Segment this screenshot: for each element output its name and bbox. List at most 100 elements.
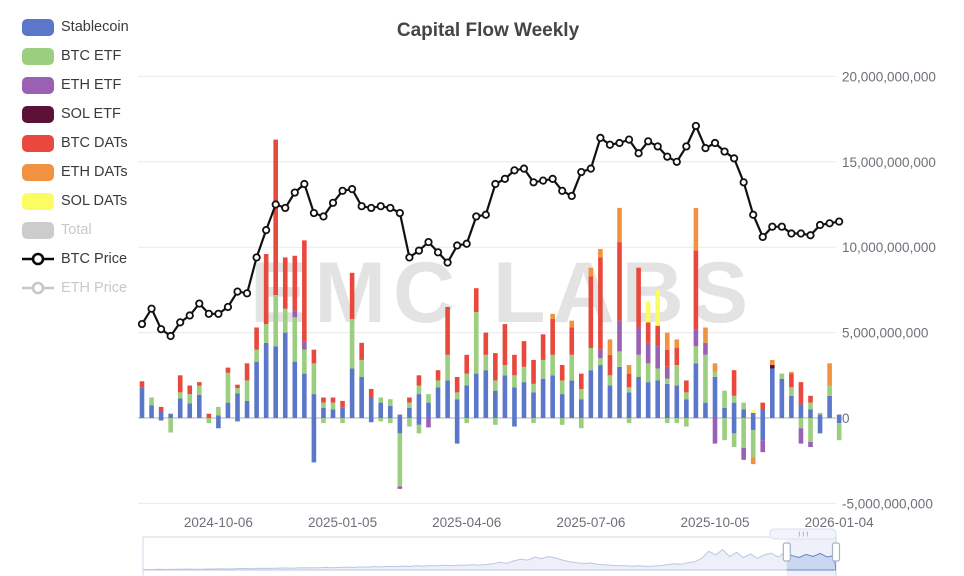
- bar-segment-btc_dats[interactable]: [598, 257, 603, 350]
- btc-price-marker[interactable]: [376, 202, 385, 211]
- bar-segment-btc_etf[interactable]: [426, 394, 431, 403]
- bar-segment-btc_etf[interactable]: [416, 385, 422, 395]
- bar-segment-btc_dats[interactable]: [292, 255, 298, 311]
- btc-price-marker[interactable]: [252, 253, 261, 262]
- bar-segment-btc_dats[interactable]: [139, 381, 145, 388]
- bar-segment-stablecoin[interactable]: [827, 395, 832, 418]
- bar-segment-eth_etf[interactable]: [712, 418, 718, 444]
- bar-segment-eth_etf[interactable]: [426, 418, 431, 428]
- bar-segment-btc_dats[interactable]: [464, 354, 469, 374]
- bar-segment-btc_etf[interactable]: [798, 418, 804, 429]
- bar-segment-btc_etf[interactable]: [244, 380, 250, 401]
- btc-price-marker[interactable]: [481, 210, 490, 219]
- btc-price-marker[interactable]: [242, 289, 252, 298]
- bar-segment-eth_etf[interactable]: [760, 440, 766, 453]
- btc-price-marker[interactable]: [634, 149, 643, 158]
- bar-segment-btc_etf[interactable]: [168, 418, 173, 433]
- btc-price-marker[interactable]: [710, 138, 720, 148]
- bar-segment-btc_dats[interactable]: [731, 370, 737, 396]
- bar-segment-btc_etf[interactable]: [359, 359, 364, 378]
- bar-segment-stablecoin[interactable]: [579, 399, 584, 418]
- btc-price-marker[interactable]: [328, 198, 338, 207]
- bar-segment-btc_etf[interactable]: [674, 365, 680, 386]
- bar-segment-btc_dats[interactable]: [559, 365, 565, 381]
- bar-segment-btc_dats[interactable]: [359, 342, 364, 360]
- bar-segment-btc_etf[interactable]: [779, 373, 785, 379]
- bar-segment-btc_etf[interactable]: [378, 397, 384, 403]
- btc-price-marker[interactable]: [233, 287, 242, 296]
- btc-price-marker[interactable]: [176, 318, 185, 327]
- btc-price-marker[interactable]: [577, 167, 586, 177]
- bar-segment-btc_dats[interactable]: [273, 139, 278, 296]
- bar-segment-stablecoin[interactable]: [817, 414, 823, 418]
- bar-segment-eth_etf[interactable]: [617, 320, 622, 352]
- btc-price-marker[interactable]: [624, 135, 634, 144]
- navigator-selected-window[interactable]: [786, 537, 836, 576]
- btc-price-marker[interactable]: [691, 121, 701, 131]
- bar-segment-stablecoin[interactable]: [263, 342, 269, 418]
- bar-segment-btc_etf[interactable]: [703, 354, 708, 403]
- bar-segment-eth_etf[interactable]: [664, 366, 670, 379]
- bar-segment-stablecoin[interactable]: [607, 385, 613, 418]
- bar-segment-stablecoin[interactable]: [368, 397, 374, 418]
- bar-segment-btc_dats[interactable]: [636, 267, 641, 328]
- btc-price-marker[interactable]: [137, 319, 147, 329]
- btc-price-marker[interactable]: [281, 203, 290, 213]
- bar-segment-eth_dats[interactable]: [827, 363, 832, 386]
- bar-segment-stablecoin[interactable]: [617, 366, 622, 418]
- bar-segment-btc_etf[interactable]: [664, 418, 670, 424]
- bar-segment-stablecoin[interactable]: [836, 418, 842, 424]
- legend-item-eth-etf[interactable]: ETH ETF: [22, 76, 129, 94]
- bar-segment-btc_etf[interactable]: [311, 363, 317, 395]
- bar-segment-btc_etf[interactable]: [731, 433, 737, 448]
- bar-segment-btc_dats[interactable]: [282, 257, 288, 309]
- btc-price-marker[interactable]: [510, 166, 519, 175]
- bar-segment-btc_dats[interactable]: [483, 332, 489, 355]
- bar-segment-stablecoin[interactable]: [664, 383, 670, 418]
- bar-segment-eth_etf[interactable]: [703, 342, 708, 355]
- bar-segment-btc_dats[interactable]: [808, 395, 813, 403]
- bar-segment-stablecoin[interactable]: [292, 361, 298, 418]
- bar-segment-stablecoin[interactable]: [684, 399, 689, 418]
- btc-price-marker[interactable]: [519, 164, 529, 173]
- btc-price-marker[interactable]: [462, 239, 471, 248]
- btc-price-marker[interactable]: [491, 179, 500, 189]
- bar-segment-btc_etf[interactable]: [607, 375, 613, 386]
- bar-segment-eth_etf[interactable]: [292, 310, 298, 318]
- bar-segment-btc_dats[interactable]: [454, 377, 460, 393]
- btc-price-marker[interactable]: [739, 178, 748, 187]
- btc-price-marker[interactable]: [453, 241, 462, 250]
- legend-item-sol-etf[interactable]: SOL ETF: [22, 105, 129, 123]
- bar-segment-eth_dats[interactable]: [770, 359, 775, 366]
- bar-segment-btc_etf[interactable]: [216, 406, 221, 416]
- bar-segment-btc_etf[interactable]: [540, 359, 546, 379]
- bar-segment-stablecoin[interactable]: [760, 409, 766, 418]
- bar-segment-btc_etf[interactable]: [626, 418, 632, 424]
- btc-price-marker[interactable]: [768, 222, 777, 231]
- btc-price-marker[interactable]: [815, 220, 825, 230]
- bar-segment-eth_dats[interactable]: [693, 207, 699, 251]
- bar-segment-btc_etf[interactable]: [378, 418, 384, 422]
- bar-segment-stablecoin[interactable]: [770, 368, 775, 418]
- btc-price-marker[interactable]: [395, 208, 404, 218]
- bar-segment-stablecoin[interactable]: [235, 418, 240, 422]
- bar-segment-btc_dats[interactable]: [177, 375, 183, 393]
- bar-segment-btc_etf[interactable]: [435, 380, 441, 388]
- btc-price-marker[interactable]: [538, 176, 548, 185]
- bar-segment-btc_dats[interactable]: [340, 400, 345, 408]
- bar-segment-btc_etf[interactable]: [483, 354, 489, 371]
- btc-price-marker[interactable]: [720, 147, 729, 156]
- bar-segment-btc_etf[interactable]: [493, 418, 498, 425]
- bar-segment-btc_etf[interactable]: [588, 347, 594, 371]
- navigator-left-handle[interactable]: [782, 542, 791, 562]
- bar-segment-btc_etf[interactable]: [617, 351, 622, 367]
- bar-segment-eth_dats[interactable]: [617, 207, 622, 243]
- bar-segment-btc_etf[interactable]: [197, 385, 202, 395]
- btc-price-marker[interactable]: [644, 137, 653, 146]
- bar-segment-btc_etf[interactable]: [741, 418, 746, 448]
- btc-price-marker[interactable]: [386, 203, 395, 213]
- bar-segment-btc_dats[interactable]: [521, 341, 527, 367]
- bar-segment-btc_etf[interactable]: [397, 433, 403, 487]
- bar-segment-stablecoin[interactable]: [645, 382, 651, 418]
- bar-segment-btc_dats[interactable]: [569, 327, 575, 355]
